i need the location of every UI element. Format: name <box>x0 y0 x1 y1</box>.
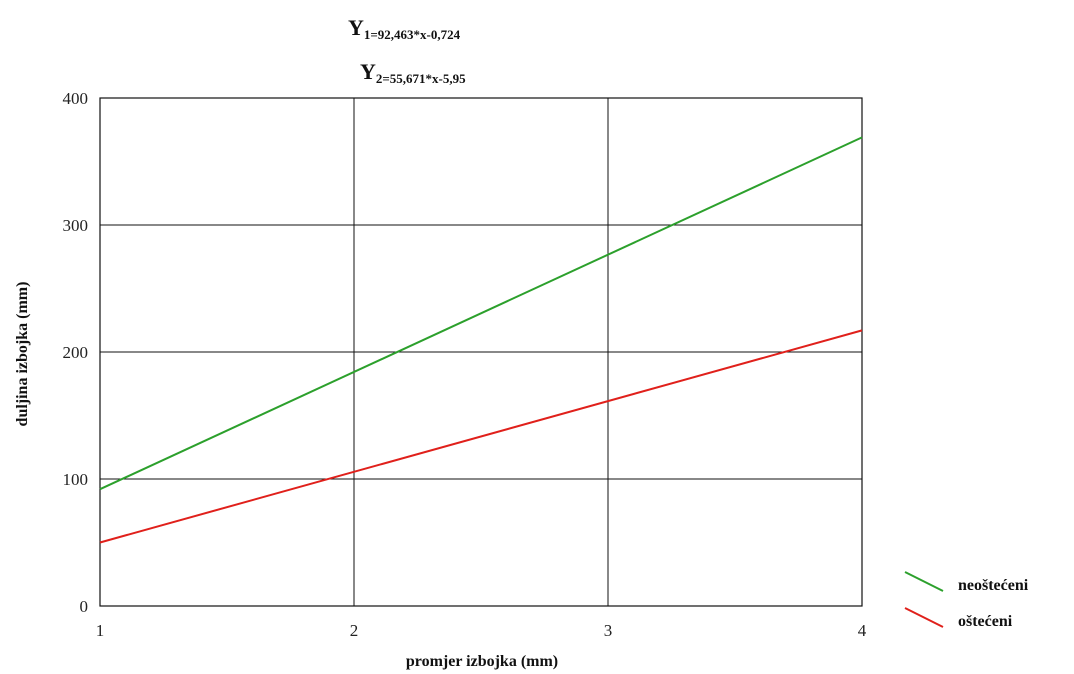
equation-2: Y2=55,671*x-5,95 <box>360 59 466 86</box>
y-tick-label: 100 <box>63 470 89 489</box>
legend: neoštećeni oštećeni <box>904 571 1029 630</box>
series-lines <box>99 136 863 544</box>
x-axis-label: promjer izbojka (mm) <box>406 653 558 670</box>
legend-label-1: neoštećeni <box>958 577 1029 594</box>
x-tick-label: 4 <box>858 621 867 640</box>
equation-1: Y1=92,463*x-0,724 <box>348 15 461 42</box>
series-line-1 <box>99 136 863 491</box>
y-tick-label: 300 <box>63 216 89 235</box>
legend-symbol-1 <box>904 571 944 592</box>
legend-label-2: oštećeni <box>958 613 1013 630</box>
x-tick-label: 1 <box>96 621 105 640</box>
y-tick-label: 0 <box>80 597 89 616</box>
y-axis-label: duljina izbojka (mm) <box>14 282 31 427</box>
tick-labels: 0 100 200 300 400 1 2 3 4 <box>63 89 867 640</box>
y-tick-label: 200 <box>63 343 89 362</box>
x-tick-label: 2 <box>350 621 359 640</box>
x-tick-label: 3 <box>604 621 613 640</box>
grid <box>99 97 863 607</box>
legend-symbol-2 <box>904 607 944 628</box>
y-tick-label: 400 <box>63 89 89 108</box>
series-line-2 <box>99 329 863 544</box>
